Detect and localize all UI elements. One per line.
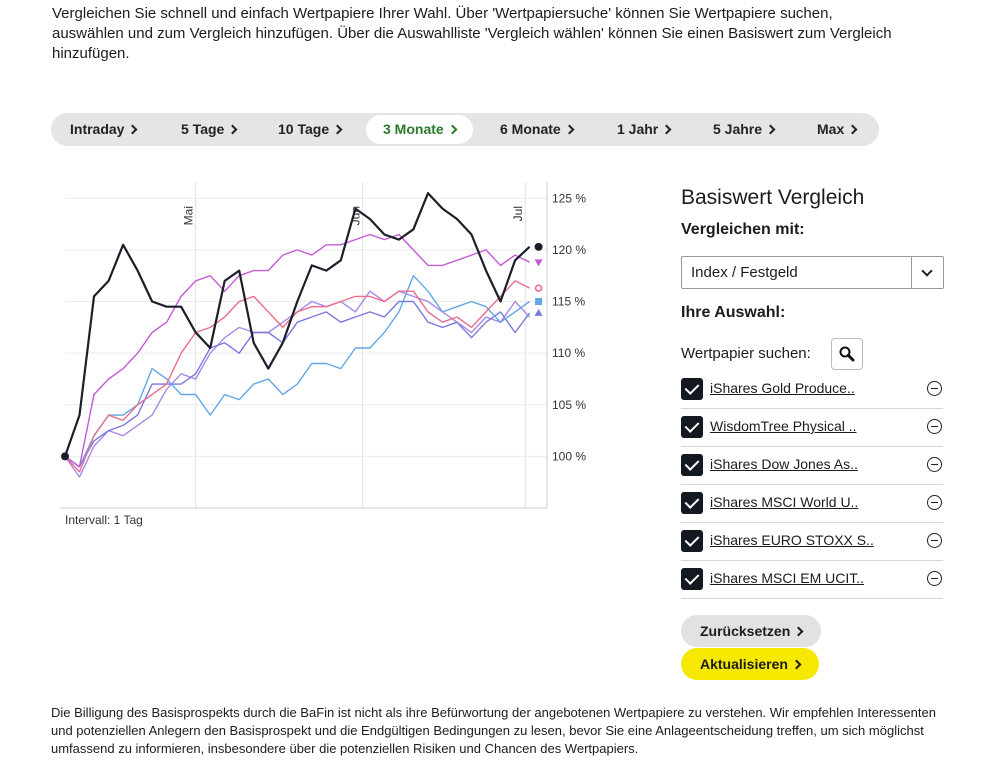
remove-button[interactable] <box>927 533 942 548</box>
y-tick-label: 110 % <box>552 346 585 360</box>
series-marker <box>535 298 543 306</box>
x-tick-label: Jul <box>511 206 525 221</box>
tab-label: Intraday <box>70 121 125 137</box>
chevron <box>791 659 802 670</box>
tab-label: 5 Tage <box>181 121 225 137</box>
series-line <box>64 280 530 473</box>
chevron <box>128 124 138 135</box>
selection-label: Ihre Auswahl: <box>681 304 786 321</box>
y-tick-label: 120 % <box>552 243 586 257</box>
period-tab[interactable]: Intraday <box>53 115 153 144</box>
tab-label: 5 Jahre <box>713 121 763 137</box>
selection-name[interactable]: WisdomTree Physical .. <box>710 418 857 434</box>
selection-row: WisdomTree Physical .. <box>681 409 943 447</box>
disclaimer: Die Billigung des Basisprospekts durch d… <box>51 705 936 756</box>
selection-row: iShares MSCI EM UCIT.. <box>681 561 943 599</box>
tab-label: 1 Jahr <box>617 121 659 137</box>
checkbox[interactable] <box>681 568 703 590</box>
reset-label: Zurücksetzen <box>700 623 791 639</box>
period-tab[interactable]: 10 Tage <box>261 115 358 144</box>
selection-name[interactable]: iShares MSCI World U.. <box>710 494 859 510</box>
period-tab[interactable]: 5 Jahre <box>696 115 791 144</box>
selection-name[interactable]: iShares MSCI EM UCIT.. <box>710 570 865 586</box>
x-tick-label: Jun <box>349 206 363 225</box>
compare-label: Vergleichen mit: <box>681 221 805 238</box>
select-value: Index / Festgeld <box>691 264 798 281</box>
y-tick-label: 125 % <box>552 191 586 205</box>
checkbox[interactable] <box>681 378 703 400</box>
intro-text: Vergleichen Sie schnell und einfach Wert… <box>52 5 892 62</box>
series-marker <box>61 452 69 461</box>
interval-note: Intervall: 1 Tag <box>65 513 143 527</box>
selection-row: iShares Dow Jones As.. <box>681 447 943 485</box>
period-tab[interactable]: 6 Monate <box>483 115 590 144</box>
chart: 100 % 105 % 110 % 115 % 120 % 125 % Mai Jun Jul <box>60 182 586 509</box>
update-label: Aktualisieren <box>700 656 788 672</box>
selection-name[interactable]: iShares Gold Produce.. <box>710 380 855 396</box>
series-marker <box>534 242 543 251</box>
tab-label: 10 Tage <box>278 121 330 137</box>
y-tick-label: 100 % <box>552 449 586 463</box>
checkbox[interactable] <box>681 492 703 514</box>
remove-button[interactable] <box>927 457 942 472</box>
checkbox[interactable] <box>681 416 703 438</box>
checkbox[interactable] <box>681 454 703 476</box>
compare-select[interactable]: Index / Festgeld <box>681 256 944 289</box>
period-tab[interactable]: 5 Tage <box>164 115 253 144</box>
selection-row: iShares MSCI World U.. <box>681 485 943 523</box>
period-tab[interactable]: Max <box>800 115 873 144</box>
series-line <box>64 300 531 468</box>
remove-button[interactable] <box>927 495 942 510</box>
selection-row: iShares Gold Produce.. <box>681 371 943 409</box>
search-label: Wertpapier suchen: <box>681 345 811 362</box>
select-separator <box>911 257 912 288</box>
search-button[interactable] <box>831 338 863 370</box>
series-line <box>64 233 530 468</box>
period-tab[interactable]: 3 Monate <box>366 115 473 144</box>
chevron <box>661 124 672 135</box>
selection-row: iShares EURO STOXX S.. <box>681 523 943 561</box>
chevron <box>765 124 776 135</box>
series-line <box>63 192 531 457</box>
update-button[interactable]: Aktualisieren <box>681 648 819 680</box>
series-line <box>64 290 531 478</box>
remove-button[interactable] <box>927 381 942 396</box>
selection-name[interactable]: iShares EURO STOXX S.. <box>710 532 874 548</box>
period-tabs: Intraday 5 Tage 10 Tage 3 Monate 6 Monate 1 J… <box>51 113 879 146</box>
chevron <box>564 124 575 135</box>
series-marker <box>534 259 543 267</box>
chevron <box>447 124 458 135</box>
remove-button[interactable] <box>927 571 942 586</box>
x-tick-label: Mai <box>182 206 196 225</box>
y-tick-label: 115 % <box>552 295 585 309</box>
series-marker <box>534 308 543 316</box>
period-tab[interactable]: 1 Jahr <box>600 115 687 144</box>
reset-button[interactable]: Zurücksetzen <box>681 615 822 647</box>
checkbox[interactable] <box>681 530 703 552</box>
search-icon <box>839 346 855 362</box>
series-line <box>64 275 531 468</box>
tab-label: 3 Monate <box>383 121 444 137</box>
tab-label: 6 Monate <box>500 121 561 137</box>
tab-label: Max <box>817 121 845 137</box>
remove-button[interactable] <box>927 419 942 434</box>
series-marker <box>534 284 543 292</box>
select-chevron <box>921 265 933 277</box>
selection-name[interactable]: iShares Dow Jones As.. <box>710 456 858 472</box>
chevron <box>332 124 343 135</box>
panel-title: Basiswert Vergleich <box>681 186 865 209</box>
chevron <box>793 626 804 637</box>
chevron <box>847 124 858 135</box>
chevron <box>227 124 238 135</box>
y-tick-label: 105 % <box>552 398 586 412</box>
